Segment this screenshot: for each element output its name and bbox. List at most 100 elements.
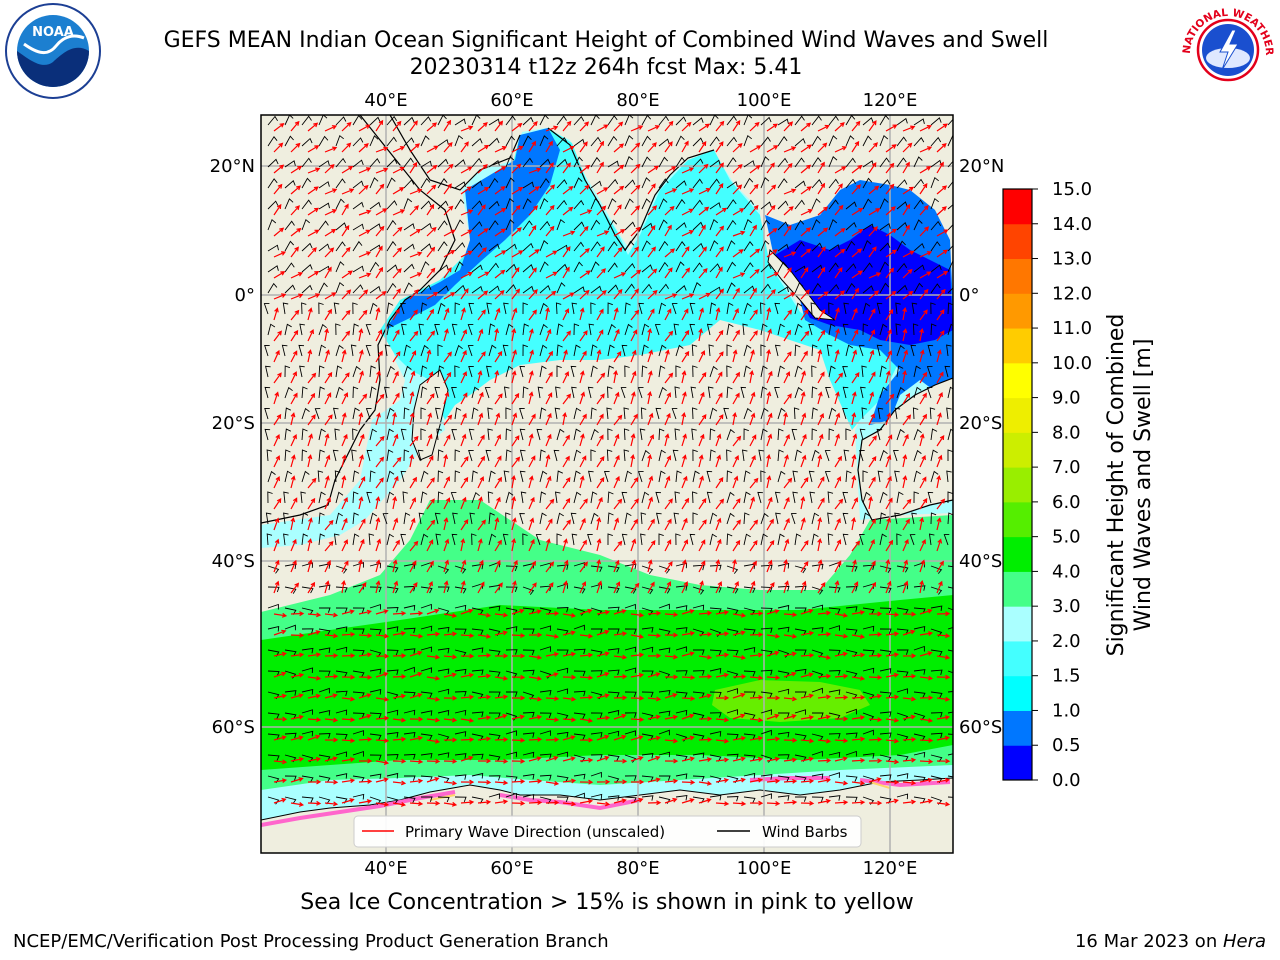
wave-direction-arrow — [851, 270, 863, 279]
wind-barb — [896, 565, 909, 573]
wind-barb — [401, 386, 408, 399]
wind-barb — [862, 649, 875, 656]
wave-direction-arrow — [664, 248, 676, 258]
wave-direction-arrow — [902, 475, 908, 489]
wave-direction-arrow — [375, 517, 381, 531]
wave-direction-arrow — [409, 350, 417, 363]
wind-barb — [437, 220, 448, 231]
wave-direction-arrow — [358, 412, 364, 426]
wave-direction-arrow — [579, 608, 593, 615]
wave-direction-arrow — [460, 538, 466, 552]
wave-direction-arrow — [749, 330, 758, 342]
wave-direction-arrow — [545, 652, 560, 657]
wave-direction-arrow — [954, 393, 958, 405]
wind-barb — [777, 261, 788, 273]
wind-barb — [709, 240, 719, 252]
wind-barb — [607, 344, 615, 357]
wind-barb — [794, 775, 807, 783]
wave-direction-arrow — [954, 653, 966, 657]
wave-direction-arrow — [324, 779, 339, 785]
wave-direction-arrow — [290, 802, 305, 807]
wind-barb — [640, 512, 647, 525]
chart-subtitle: 20230314 t12z 264h fcst Max: 5.41 — [409, 55, 803, 80]
wave-direction-arrow — [579, 633, 594, 639]
wave-direction-arrow — [545, 800, 560, 806]
wave-direction-arrow — [307, 756, 322, 762]
wind-barb — [862, 302, 871, 315]
wind-barb — [488, 177, 499, 189]
wind-barb — [675, 794, 688, 801]
wind-barb — [267, 158, 279, 168]
wave-direction-arrow — [443, 631, 458, 637]
wave-direction-arrow — [851, 433, 858, 447]
wind-barb — [454, 118, 466, 126]
wind-barb — [437, 470, 444, 483]
wave-direction-arrow — [307, 517, 313, 531]
wave-direction-arrow — [511, 327, 517, 342]
wind-barb — [420, 691, 433, 698]
wind-barb — [760, 344, 766, 357]
wave-direction-arrow — [749, 580, 756, 594]
wind-barb — [519, 470, 526, 483]
wave-direction-arrow — [749, 777, 764, 783]
wind-barb — [845, 732, 858, 739]
wind-barb — [603, 471, 610, 483]
wave-direction-arrow — [647, 142, 657, 153]
wind-barb — [658, 470, 666, 483]
wind-barb — [420, 667, 433, 673]
wind-barb — [862, 135, 872, 147]
wind-barb — [689, 323, 696, 336]
wind-barb — [471, 796, 484, 804]
wave-direction-arrow — [954, 184, 960, 194]
wave-direction-arrow — [290, 185, 302, 195]
wind-barb — [366, 449, 373, 462]
wind-barb — [811, 157, 822, 168]
wave-direction-arrow — [324, 633, 339, 639]
wind-barb — [434, 386, 441, 399]
wave-direction-arrow — [307, 167, 321, 174]
wind-barb — [267, 796, 280, 805]
wave-direction-arrow — [630, 269, 642, 279]
wind-barb — [301, 709, 313, 715]
wave-direction-arrow — [443, 141, 453, 153]
wave-direction-arrow — [715, 778, 730, 783]
wave-direction-arrow — [579, 270, 591, 279]
wave-direction-arrow — [868, 758, 883, 764]
svg-text:Significant Height of Combined: Significant Height of Combined — [1104, 314, 1129, 657]
wave-direction-arrow — [596, 140, 605, 153]
wave-direction-arrow — [409, 120, 418, 132]
wind-barb — [488, 344, 497, 357]
wind-barb — [641, 627, 654, 633]
wind-barb — [418, 323, 424, 336]
wind-barb — [777, 178, 788, 189]
wave-direction-arrow — [902, 369, 907, 384]
wave-direction-arrow — [732, 142, 743, 153]
wind-barb — [471, 647, 484, 653]
wave-direction-arrow — [681, 391, 687, 405]
wave-direction-arrow — [273, 227, 285, 237]
wind-barb — [794, 733, 807, 741]
wind-barb — [386, 796, 399, 805]
wind-barb — [675, 222, 687, 231]
wave-direction-arrow — [511, 145, 524, 153]
wind-barb — [692, 282, 702, 294]
wind-barb — [505, 243, 517, 252]
wave-direction-arrow — [477, 290, 489, 300]
wave-direction-arrow — [630, 142, 641, 153]
wave-direction-arrow — [375, 245, 383, 258]
wind-barb — [435, 533, 441, 546]
wind-barb — [675, 180, 687, 189]
wave-direction-arrow — [324, 414, 333, 426]
wave-direction-arrow — [477, 247, 487, 258]
wave-direction-arrow — [426, 412, 433, 426]
wind-barb — [859, 450, 865, 462]
wind-barb — [709, 754, 722, 762]
wind-barb — [896, 221, 908, 231]
wave-direction-arrow — [851, 248, 863, 258]
wind-barb — [403, 604, 416, 611]
wave-direction-arrow — [630, 288, 639, 300]
wind-barb — [743, 407, 752, 420]
wind-barb — [896, 262, 908, 273]
wind-barb — [352, 386, 359, 399]
wind-barb — [910, 344, 917, 357]
